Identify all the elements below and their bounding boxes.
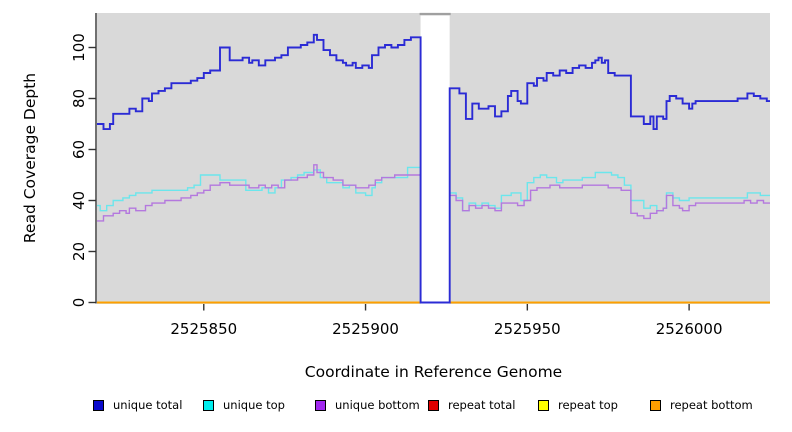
y-tick-label: 20 bbox=[70, 242, 88, 261]
legend-swatch-repeat-top bbox=[538, 399, 549, 411]
x-axis-title: Coordinate in Reference Genome bbox=[304, 363, 563, 381]
legend-item-unique-total: unique total bbox=[93, 398, 182, 412]
legend-item-repeat-top: repeat top bbox=[538, 398, 618, 412]
series-path-unique-total bbox=[97, 33, 770, 304]
y-axis-title: Read Coverage Depth bbox=[21, 72, 39, 244]
legend-swatch-unique-bottom bbox=[315, 399, 326, 411]
legend-label: unique total bbox=[113, 398, 183, 412]
legend-item-repeat-total: repeat total bbox=[428, 398, 515, 412]
x-tick-label: 2525900 bbox=[332, 320, 399, 338]
legend: unique total unique top unique bottom repea… bbox=[0, 398, 792, 418]
legend-item-unique-bottom: unique bottom bbox=[315, 398, 420, 412]
x-tick-label: 2525950 bbox=[494, 320, 561, 338]
y-tick-label: 80 bbox=[70, 89, 88, 108]
y-tick-label: 60 bbox=[70, 140, 88, 159]
legend-label: repeat bottom bbox=[670, 398, 753, 412]
legend-swatch-repeat-bottom bbox=[650, 399, 661, 411]
legend-label: repeat total bbox=[448, 398, 516, 412]
legend-swatch-unique-top bbox=[203, 399, 214, 411]
legend-label: unique bottom bbox=[335, 398, 420, 412]
legend-label: repeat top bbox=[558, 398, 618, 412]
legend-swatch-unique-total bbox=[93, 399, 104, 411]
x-tick-label: 2525850 bbox=[170, 320, 237, 338]
legend-item-repeat-bottom: repeat bottom bbox=[650, 398, 753, 412]
gap-mask bbox=[420, 15, 450, 306]
y-tick-label: 100 bbox=[70, 33, 88, 62]
x-tick-label: 2526000 bbox=[656, 320, 723, 338]
y-tick-label: 0 bbox=[70, 298, 88, 308]
legend-swatch-repeat-total bbox=[428, 399, 439, 411]
y-tick-label: 40 bbox=[70, 191, 88, 210]
legend-item-unique-top: unique top bbox=[203, 398, 285, 412]
legend-label: unique top bbox=[223, 398, 285, 412]
